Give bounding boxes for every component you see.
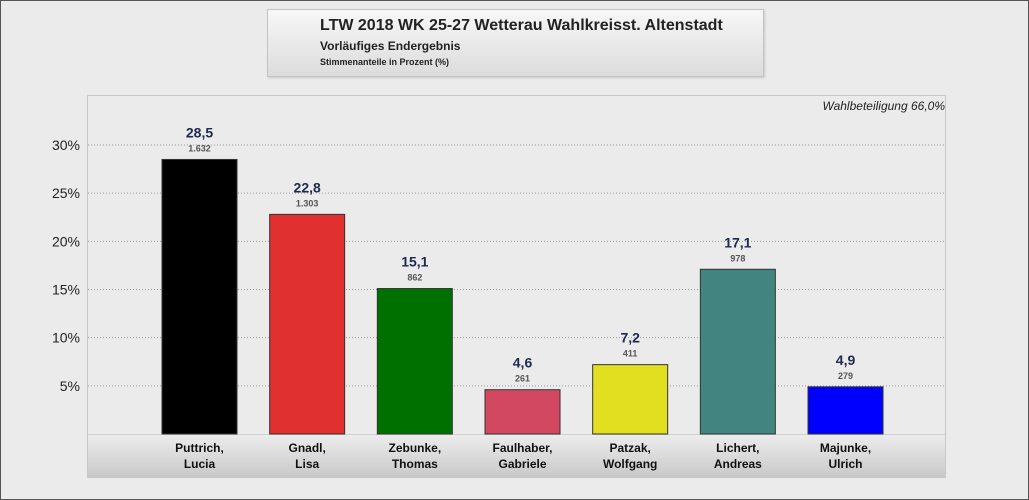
y-tick-label: 5% <box>60 378 80 394</box>
data-label: 28,5 <box>186 124 213 140</box>
x-tick-label: Zebunke, <box>388 441 441 455</box>
y-tick-label: 10% <box>52 330 80 346</box>
x-tick-label: Andreas <box>714 457 762 471</box>
data-label: 4,6 <box>513 355 533 371</box>
x-tick-label: Lichert, <box>716 441 759 455</box>
x-tick-label: Ulrich <box>829 457 863 471</box>
y-tick-label: 20% <box>52 233 80 249</box>
unit-note: Stimmenanteile in Prozent (%) <box>320 57 450 67</box>
bar <box>807 386 884 435</box>
x-tick-label: Gnadl, <box>288 441 325 455</box>
x-tick-label: Wolfgang <box>603 457 657 471</box>
y-tick-label: 15% <box>52 282 80 298</box>
x-tick-label: Patzak, <box>610 441 651 455</box>
bar <box>484 389 561 435</box>
vote-count-label: 261 <box>515 374 530 384</box>
bar <box>592 364 669 435</box>
data-label: 17,1 <box>724 234 751 250</box>
chart-title: LTW 2018 WK 25-27 Wetterau Wahlkreisst. … <box>320 17 723 34</box>
vote-count-label: 1.303 <box>296 198 319 208</box>
bar <box>161 158 238 435</box>
x-tick-label: Lucia <box>184 457 216 471</box>
x-tick-label: Gabriele <box>498 457 546 471</box>
vote-count-label: 411 <box>623 349 638 359</box>
vote-count-label: 279 <box>838 371 853 381</box>
vote-count-label: 1.632 <box>188 143 211 153</box>
turnout-label: Wahlbeteiligung 66,0% <box>822 99 945 113</box>
data-label: 4,9 <box>836 352 856 368</box>
vote-count-label: 978 <box>730 253 745 263</box>
bar <box>269 213 346 435</box>
x-tick-label: Thomas <box>392 457 438 471</box>
bar <box>376 288 453 435</box>
bar <box>699 268 776 435</box>
x-tick-label: Majunke, <box>820 441 871 455</box>
x-tick-label: Puttrich, <box>175 441 224 455</box>
y-tick-label: 25% <box>52 185 80 201</box>
category-label-band <box>87 434 946 478</box>
chart-subtitle: Vorläufiges Endergebnis <box>320 39 461 53</box>
data-label: 15,1 <box>401 254 428 270</box>
title-box: LTW 2018 WK 25-27 Wetterau Wahlkreisst. … <box>267 9 764 77</box>
vote-count-label: 862 <box>407 273 422 283</box>
data-label: 7,2 <box>620 330 640 346</box>
x-tick-label: Faulhaber, <box>492 441 552 455</box>
y-tick-label: 30% <box>52 137 80 153</box>
x-tick-label: Lisa <box>295 457 319 471</box>
data-label: 22,8 <box>294 179 321 195</box>
